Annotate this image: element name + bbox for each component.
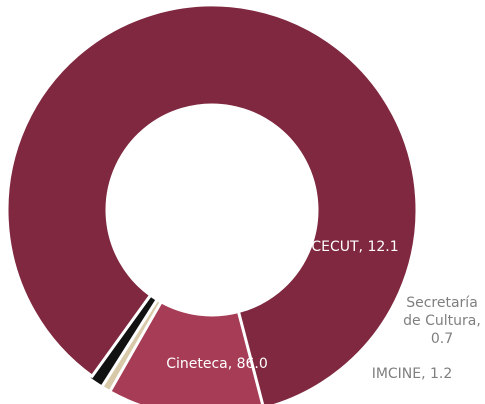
slice-labels: CECUT, 12.1 Secretaría de Cultura, 0.7 IMCIN…: [166, 239, 481, 382]
label-line: 0.7: [431, 331, 453, 347]
label-line: Secretaría: [406, 295, 478, 311]
slice-cineteca: [5, 3, 419, 404]
label-line: Cineteca, 86.0: [166, 356, 268, 372]
label-secretar-a-de-cultura: Secretaría de Cultura, 0.7: [403, 295, 481, 347]
label-line: de Cultura,: [403, 313, 481, 329]
label-cecut: CECUT, 12.1: [311, 239, 398, 255]
label-imcine: IMCINE, 1.2: [372, 366, 453, 382]
label-line: CECUT, 12.1: [311, 239, 398, 255]
donut-slices: [5, 3, 419, 404]
label-line: IMCINE, 1.2: [372, 366, 453, 382]
label-cineteca: Cineteca, 86.0: [166, 356, 268, 372]
